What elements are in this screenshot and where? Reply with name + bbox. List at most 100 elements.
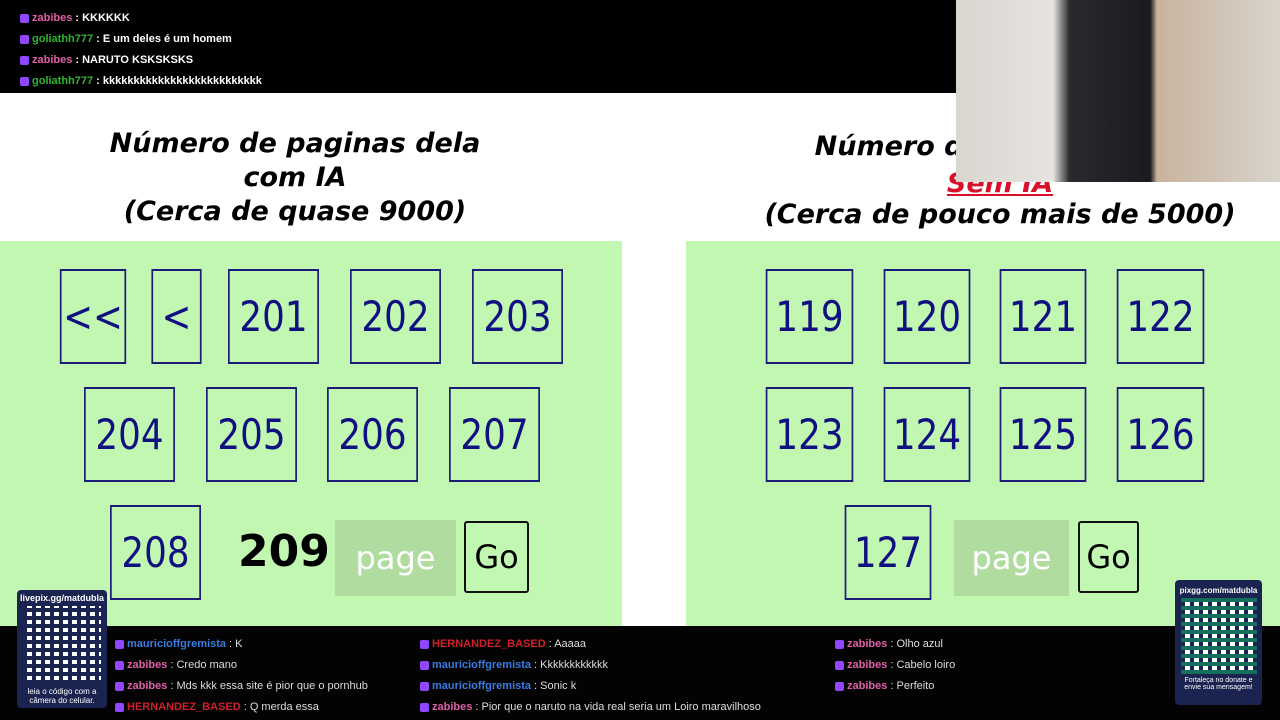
- prev-page-button[interactable]: <: [151, 269, 202, 364]
- chat-text-body: K: [235, 638, 243, 650]
- twitch-badge-icon: [420, 681, 429, 691]
- twitch-badge-icon: [20, 13, 29, 23]
- chat-text: : Cabelo loiro: [890, 659, 956, 671]
- page-button[interactable]: 126: [1116, 387, 1205, 482]
- go-button[interactable]: Go: [1078, 521, 1139, 593]
- twitch-badge-icon: [20, 55, 29, 65]
- twitch-badge-icon: [420, 639, 429, 649]
- chat-text: : Aaaaa: [548, 638, 587, 650]
- chat-text: : KKKKKK: [75, 12, 130, 24]
- twitch-badge-icon: [835, 660, 844, 670]
- current-page: 209: [238, 526, 330, 577]
- chat-message: zabibes: Mds kkk essa site é pior que o …: [115, 678, 368, 694]
- chat-username: goliathh777: [32, 75, 94, 87]
- chat-username: HERNANDEZ_BASED: [432, 638, 546, 650]
- chat-username: mauricioffgremista: [432, 680, 532, 692]
- twitch-badge-icon: [115, 702, 124, 712]
- chat-text: : Olho azul: [890, 638, 943, 650]
- chat-text-body: Aaaaa: [554, 638, 587, 650]
- chat-message: goliathh777: kkkkkkkkkkkkkkkkkkkkkkkkkk: [20, 73, 262, 89]
- qr-url: livepix.gg/matdubla: [20, 593, 105, 603]
- webcam-feed: [956, 0, 1280, 182]
- chat-text-body: Kkkkkkkkkkkk: [540, 659, 608, 671]
- first-page-button[interactable]: <<: [59, 269, 127, 364]
- page-input[interactable]: page: [335, 520, 456, 596]
- chat-text: : Credo mano: [170, 659, 238, 671]
- page-button[interactable]: 127: [844, 505, 932, 600]
- qr-code: [23, 606, 101, 684]
- chat-username: HERNANDEZ_BASED: [127, 701, 241, 713]
- chat-username: zabibes: [847, 680, 888, 692]
- qr-url: pixgg.com/matdubla: [1179, 586, 1258, 595]
- page-button[interactable]: 123: [765, 387, 854, 482]
- page-button[interactable]: 205: [206, 387, 297, 482]
- chat-username: zabibes: [847, 659, 888, 671]
- chat-message: mauricioffgremista: K: [115, 636, 243, 652]
- chat-username: zabibes: [127, 659, 168, 671]
- chat-text-body: Cabelo loiro: [896, 659, 956, 671]
- chat-text-body: KKKKKK: [82, 12, 130, 24]
- right-title-line3: (Cerca de pouco mais de 5000): [764, 199, 1236, 230]
- chat-message: zabibes: Pior que o naruto na vida real …: [420, 699, 761, 715]
- chat-text: : NARUTO KSKSKSKS: [75, 54, 194, 66]
- chat-username: zabibes: [32, 12, 73, 24]
- livepix-qr-card: livepix.gg/matdubla leia o código com a …: [17, 590, 107, 708]
- chat-text-body: Sonic k: [540, 680, 577, 692]
- twitch-badge-icon: [835, 639, 844, 649]
- page-button[interactable]: 119: [765, 269, 854, 364]
- chat-text-body: E um deles é um homem: [102, 33, 232, 45]
- page-button[interactable]: 208: [110, 505, 201, 600]
- chat-message: goliathh777: E um deles é um homem: [20, 31, 232, 47]
- chat-text: : Perfeito: [890, 680, 935, 692]
- page-button[interactable]: 206: [327, 387, 418, 482]
- twitch-badge-icon: [115, 639, 124, 649]
- chat-message: mauricioffgremista: Kkkkkkkkkkkk: [420, 657, 608, 673]
- chat-text: : Kkkkkkkkkkkk: [534, 659, 608, 671]
- chat-message: zabibes: Credo mano: [115, 657, 237, 673]
- twitch-badge-icon: [835, 681, 844, 691]
- chat-text-body: Q merda essa: [249, 701, 319, 713]
- twitch-badge-icon: [20, 34, 29, 44]
- page-button[interactable]: 121: [999, 269, 1087, 364]
- chat-text: : kkkkkkkkkkkkkkkkkkkkkkkkkk: [96, 75, 262, 87]
- go-button[interactable]: Go: [464, 521, 529, 593]
- page-button[interactable]: 125: [999, 387, 1087, 482]
- chat-message: mauricioffgremista: Sonic k: [420, 678, 576, 694]
- page-button[interactable]: 204: [84, 387, 175, 482]
- chat-username: mauricioffgremista: [432, 659, 532, 671]
- page-input[interactable]: page: [954, 520, 1069, 596]
- page-button[interactable]: 122: [1116, 269, 1205, 364]
- page-button[interactable]: 120: [883, 269, 971, 364]
- twitch-badge-icon: [420, 660, 429, 670]
- chat-text-body: Perfeito: [896, 680, 935, 692]
- qr-code: [1180, 598, 1257, 674]
- chat-text-body: kkkkkkkkkkkkkkkkkkkkkkkkkk: [102, 75, 262, 87]
- chat-message: HERNANDEZ_BASED: Q merda essa: [115, 699, 319, 715]
- twitch-badge-icon: [20, 76, 29, 86]
- page-button[interactable]: 201: [228, 269, 319, 364]
- chat-username: zabibes: [847, 638, 888, 650]
- chat-text: : E um deles é um homem: [96, 33, 232, 45]
- chat-text: : Sonic k: [534, 680, 577, 692]
- page-button[interactable]: 203: [472, 269, 563, 364]
- bottom-bar: [0, 626, 1280, 720]
- chat-text: : Pior que o naruto na vida real seria u…: [475, 701, 761, 713]
- qr-caption: leia o código com a câmera do celular.: [27, 687, 97, 705]
- left-title-line3: (Cerca de quase 9000): [123, 196, 467, 227]
- left-title-line2: com IA: [243, 162, 347, 193]
- chat-username: goliathh777: [32, 33, 94, 45]
- chat-username: mauricioffgremista: [127, 638, 227, 650]
- chat-message: zabibes: NARUTO KSKSKSKS: [20, 52, 193, 68]
- twitch-badge-icon: [420, 702, 429, 712]
- chat-message: zabibes: KKKKKK: [20, 10, 130, 26]
- chat-message: zabibes: Olho azul: [835, 636, 943, 652]
- chat-text-body: Olho azul: [896, 638, 943, 650]
- left-title-line1: Número de paginas dela: [109, 128, 481, 159]
- page-button[interactable]: 207: [449, 387, 540, 482]
- page-button[interactable]: 124: [883, 387, 971, 482]
- chat-text: : Q merda essa: [243, 701, 319, 713]
- page-button[interactable]: 202: [350, 269, 441, 364]
- chat-username: zabibes: [127, 680, 168, 692]
- chat-username: zabibes: [432, 701, 473, 713]
- twitch-badge-icon: [115, 681, 124, 691]
